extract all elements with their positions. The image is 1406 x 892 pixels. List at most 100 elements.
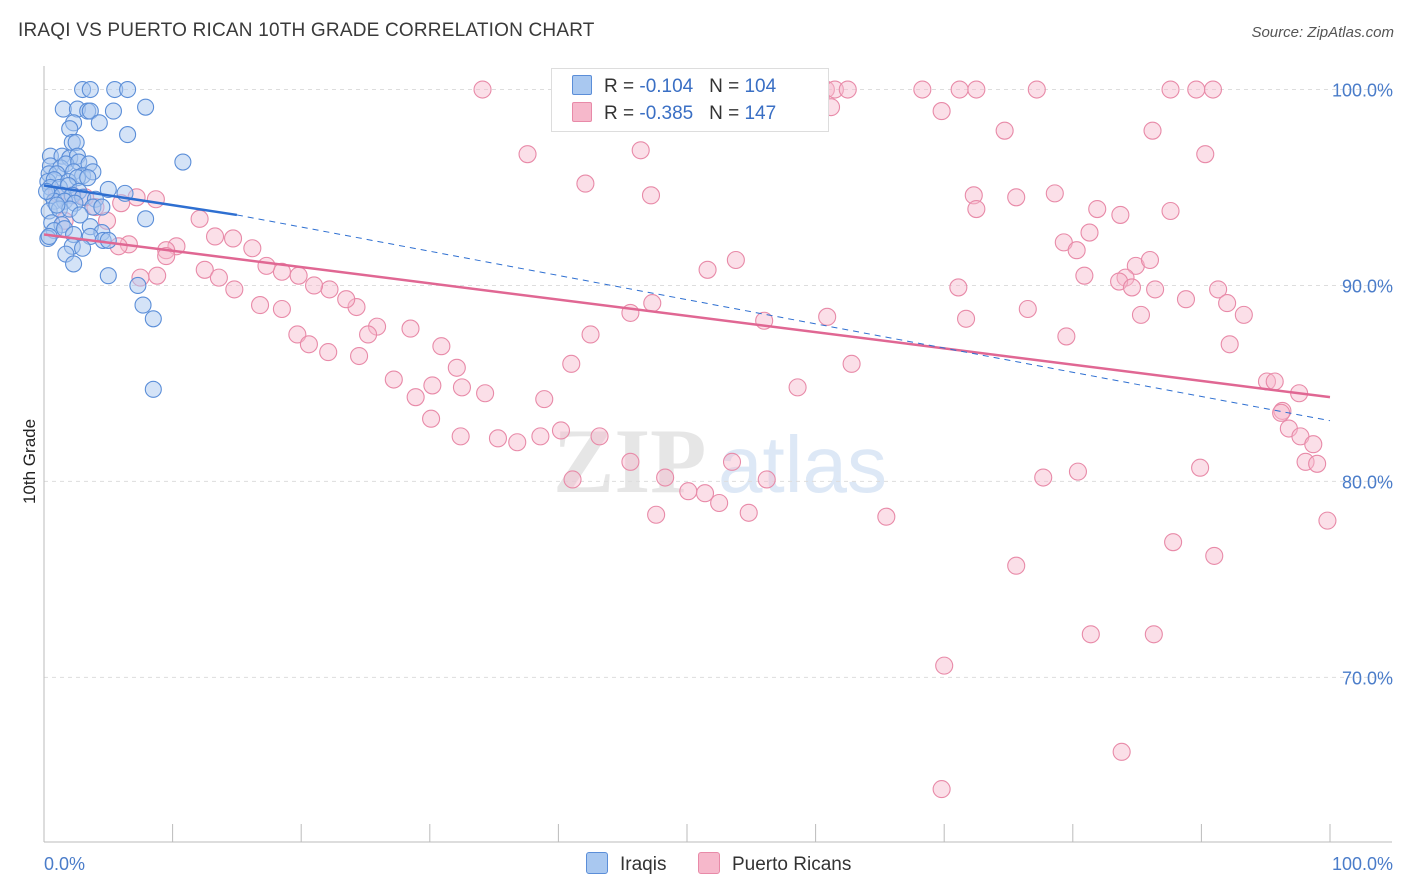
puerto-ricans-point-46 <box>1131 305 1151 324</box>
puerto-ricans-point-130 <box>299 335 318 354</box>
iraqis-trend-line-extended <box>236 214 1331 422</box>
legend-row-iraqis: R = -0.104 N = 104 <box>572 75 776 99</box>
puerto-ricans-point-103 <box>257 256 276 275</box>
puerto-ricans-point-68 <box>932 780 951 799</box>
puerto-ricans-point-129 <box>288 325 307 344</box>
puerto-ricans-point-34 <box>1140 250 1160 270</box>
iraqis-point-25 <box>174 153 192 171</box>
iraqis-point-8 <box>104 102 122 120</box>
stats-legend: R = -0.104 N = 104 R = -0.385 N = 147 <box>551 68 829 132</box>
legend-r-value-1: -0.104 <box>639 76 694 97</box>
watermark-atlas: atlas <box>718 420 887 509</box>
chart-source: Source: ZipAtlas.com <box>1251 24 1394 41</box>
puerto-ricans-point-18 <box>518 145 537 164</box>
puerto-ricans-point-49 <box>957 309 976 328</box>
puerto-ricans-point-135 <box>422 409 441 428</box>
puerto-ricans-point-106 <box>205 227 225 246</box>
puerto-ricans-point-60 <box>1318 511 1337 530</box>
trend-lines <box>43 184 1331 422</box>
iraqis-point-9 <box>137 98 155 116</box>
y-tick-label-3: 70.0% <box>1342 668 1393 688</box>
puerto-ricans-point-125 <box>209 268 228 287</box>
puerto-ricans-point-105 <box>223 229 243 248</box>
puerto-ricans-point-11 <box>1203 80 1223 99</box>
puerto-ricans-point-70 <box>1034 468 1053 487</box>
iraqis-point-7 <box>81 102 99 120</box>
legend-n-value-2: 147 <box>744 103 777 124</box>
puerto-ricans-point-42 <box>1218 294 1237 313</box>
y-tick-label-1: 90.0% <box>1342 276 1393 296</box>
iraqis-point-3 <box>119 80 137 99</box>
puerto-ricans-point-74 <box>722 452 742 471</box>
puerto-ricans-point-107 <box>190 209 209 228</box>
puerto-ricans-point-62 <box>1191 458 1210 477</box>
puerto-ricans-point-145 <box>710 493 729 513</box>
puerto-ricans-point-80 <box>818 307 837 326</box>
bottom-puerto-ricans-swatch <box>698 852 720 874</box>
puerto-ricans-point-82 <box>726 250 745 270</box>
puerto-ricans-point-89 <box>476 384 495 403</box>
puerto-ricans-point-92 <box>447 358 466 377</box>
puerto-ricans-point-98 <box>337 290 356 309</box>
puerto-ricans-point-104 <box>243 239 262 258</box>
puerto-ricans-point-30 <box>1080 223 1099 242</box>
puerto-ricans-point-28 <box>1111 205 1130 224</box>
puerto-ricans-point-9 <box>1161 80 1180 99</box>
puerto-ricans-point-71 <box>1068 462 1087 481</box>
legend-n-label-2: N = <box>709 103 745 124</box>
puerto-ricans-point-99 <box>320 280 339 299</box>
puerto-ricans-point-64 <box>1144 625 1163 644</box>
tick-labels: 100.0% 90.0% 80.0% 70.0% 0.0% 100.0% <box>44 81 1393 874</box>
puerto-ricans-point-87 <box>562 354 581 373</box>
puerto-ricans-point-57 <box>1296 452 1315 471</box>
puerto-ricans-point-90 <box>452 378 472 397</box>
puerto-ricans-point-128 <box>272 299 291 319</box>
puerto-ricans-point-101 <box>289 266 308 285</box>
puerto-ricans-point-21 <box>641 186 661 205</box>
puerto-ricans-point-110 <box>148 266 167 285</box>
puerto-ricans-point-91 <box>423 376 442 395</box>
puerto-ricans-point-86 <box>581 325 600 344</box>
puerto-ricans-point-94 <box>401 319 420 338</box>
puerto-ricans-point-15 <box>932 102 951 121</box>
puerto-ricans-point-126 <box>225 280 244 299</box>
puerto-ricans-point-32 <box>1067 241 1086 260</box>
puerto-ricans-point-4 <box>838 80 857 99</box>
puerto-ricans-point-23 <box>1196 145 1215 164</box>
iraqis-point-12 <box>90 114 108 132</box>
puerto-ricans-point-93 <box>432 337 451 356</box>
puerto-ricans-point-142 <box>621 452 640 471</box>
puerto-ricans-point-88 <box>535 390 554 409</box>
puerto-ricans-point-48 <box>1234 305 1253 324</box>
bottom-iraqis-label: Iraqis <box>620 854 667 875</box>
iraqis-point-78 <box>71 206 89 224</box>
bottom-puerto-ricans-label: Puerto Ricans <box>732 854 852 875</box>
puerto-ricans-point-79 <box>842 354 861 373</box>
bottom-iraqis-swatch <box>586 852 608 874</box>
y-tick-label-2: 80.0% <box>1342 472 1393 492</box>
iraqis-point-69 <box>74 239 92 257</box>
puerto-ricans-point-45 <box>1057 327 1076 346</box>
legend-n-value-1: 104 <box>744 76 777 97</box>
puerto-ricans-point-133 <box>384 370 403 389</box>
puerto-ricans-point-141 <box>590 427 609 446</box>
puerto-ricans-point-72 <box>877 507 896 526</box>
iraqis-point-65 <box>99 231 117 249</box>
puerto-ricans-point-29 <box>1161 201 1180 221</box>
iraqis-point-40 <box>99 180 117 199</box>
puerto-ricans-point-39 <box>1146 280 1165 299</box>
iraqis-point-71 <box>65 255 83 273</box>
legend-n-label-1: N = <box>709 76 745 97</box>
puerto-ricans-point-146 <box>739 503 758 522</box>
puerto-ricans-point-37 <box>1075 266 1094 285</box>
puerto-ricans-point-44 <box>1018 299 1037 319</box>
puerto-ricans-point-123 <box>157 247 176 266</box>
puerto-ricans-point-19 <box>631 141 650 160</box>
iraqis-point-76 <box>144 380 162 398</box>
y-tick-label-0: 100.0% <box>1332 81 1393 101</box>
x-tick-label-0: 0.0% <box>44 854 85 874</box>
puerto-ricans-trend-line <box>43 233 1331 399</box>
puerto-ricans-point-24 <box>1007 188 1026 207</box>
puerto-ricans-point-10 <box>1187 80 1206 99</box>
iraqis-point-35 <box>79 169 97 187</box>
